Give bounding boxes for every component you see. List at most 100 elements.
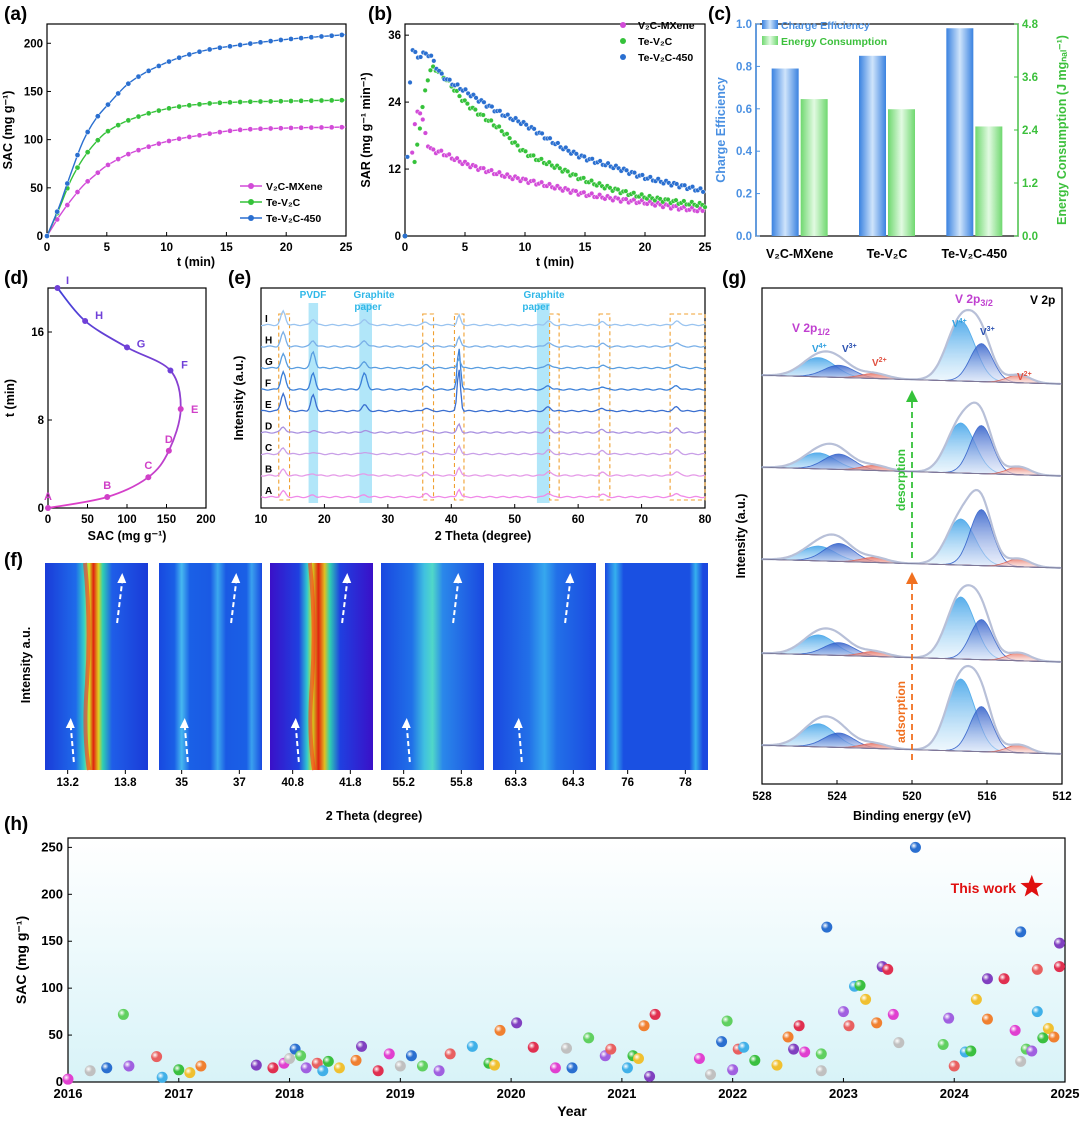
y-axis-label-d: t (min) [3, 379, 17, 417]
data-point-a-2 [44, 233, 50, 239]
data-point-h [295, 1050, 307, 1062]
data-point-h [1009, 1024, 1021, 1036]
x-axis-label-b: t (min) [536, 255, 574, 269]
data-point-a-0 [166, 138, 172, 144]
data-point-b-1 [673, 197, 679, 203]
data-point-b-2 [647, 174, 653, 180]
legend-entry-tev2c450: Te-V₂C-450 [266, 213, 321, 225]
y-tick-label-h: 200 [41, 886, 63, 901]
data-point-b-2 [447, 77, 453, 83]
data-point-b-1 [425, 77, 431, 83]
annotation-graphite-2: Graphite paper [522, 290, 565, 313]
data-point-a-2 [237, 42, 244, 48]
data-point-a-0 [84, 178, 91, 185]
data-point-b-2 [573, 151, 579, 157]
data-point-b-2 [700, 189, 706, 195]
data-point-h [937, 1038, 949, 1050]
data-point-a-2 [216, 44, 223, 51]
x-tick-label-d: 150 [157, 514, 176, 526]
y-tick-label-a: 50 [30, 183, 43, 195]
curve-label-e: E [265, 400, 272, 411]
data-point-h [62, 1073, 74, 1085]
data-point-h [909, 841, 921, 853]
y-tick-label-d: 8 [38, 415, 45, 427]
x-axis-label-d: SAC (mg g⁻¹) [88, 529, 167, 543]
data-point-h [893, 1037, 905, 1049]
data-point-h [887, 1008, 899, 1020]
data-point-h [1053, 937, 1065, 949]
data-point-b-1 [573, 172, 579, 178]
x-tick-label-g: 516 [977, 791, 996, 803]
data-point-a-0 [257, 125, 264, 132]
data-point-a-2 [247, 40, 254, 47]
this-work-label: This work [951, 880, 1017, 896]
x-axis-label-g: Binding energy (eV) [853, 809, 971, 823]
data-point-a-2 [105, 101, 111, 108]
point-label-d: I [66, 275, 69, 287]
y-tick-label-d: 16 [31, 327, 44, 339]
y-tick-label-c: 0.8 [736, 61, 753, 73]
data-point-b-1 [472, 107, 478, 113]
f-arrow [294, 725, 300, 763]
data-point-b-1 [417, 126, 423, 132]
x-tick-label-e: 80 [699, 514, 712, 526]
y-tick-label-d: 0 [38, 503, 44, 515]
data-point-h [815, 1065, 827, 1077]
data-point-b-2 [481, 99, 487, 105]
data-point-a-2 [196, 48, 203, 55]
data-point-b-0 [573, 188, 579, 194]
diffraction-curve-F [260, 348, 706, 391]
diffraction-curve-G [260, 350, 706, 370]
data-point-b-2 [690, 184, 696, 190]
data-point-h [749, 1054, 761, 1066]
x-tick-label-g: 524 [827, 791, 847, 803]
point-label-d: A [44, 491, 52, 503]
x-tick-label-a: 5 [104, 242, 111, 254]
f-arrow [230, 580, 238, 624]
diffraction-curve-B [260, 466, 706, 477]
data-point-h [1048, 1031, 1060, 1043]
data-point-a-0 [176, 135, 183, 142]
data-point-h [644, 1070, 656, 1082]
chart-g: Binding energy (eV) Intensity (a.u.) 528… [734, 287, 1072, 823]
f-tick-label: 63.3 [504, 777, 526, 789]
x-tick-label-e: 10 [255, 514, 268, 526]
data-point-h [621, 1062, 633, 1074]
f-tick-label: 76 [621, 777, 634, 789]
data-point-h [356, 1040, 368, 1052]
data-point-h [333, 1062, 345, 1074]
data-point-h [860, 993, 872, 1005]
data-point-b-2 [539, 130, 545, 136]
data-point-h [882, 963, 894, 975]
data-point-h [433, 1065, 445, 1077]
point-label-d: D [165, 434, 173, 446]
panel-label-e: (e) [228, 268, 251, 289]
data-point-a-0 [206, 130, 213, 137]
f-arrow [517, 725, 523, 763]
data-point-h [511, 1017, 523, 1029]
y-tick-label-c: 0.0 [736, 231, 752, 243]
f-tick-label: 78 [679, 777, 692, 789]
data-point-b-1 [462, 97, 468, 103]
f-arrowhead [513, 718, 523, 728]
y-tick-label-c: 0.6 [736, 104, 752, 116]
label-adsorption: adsorption [894, 681, 908, 743]
data-point-b-2 [581, 153, 587, 159]
data-point-a-2 [277, 37, 284, 43]
data-point-b-2 [404, 154, 410, 160]
data-point-a-1 [84, 149, 91, 155]
data-point-a-2 [176, 54, 183, 61]
point-label-d: B [103, 480, 111, 492]
data-point-a-2 [288, 36, 294, 42]
data-point-a-2 [54, 208, 61, 215]
data-point-a-1 [227, 99, 233, 106]
data-point-a-1 [176, 103, 183, 110]
data-point-b-2 [407, 79, 413, 85]
data-point-b-1 [588, 178, 594, 184]
data-point-h [793, 1020, 805, 1032]
curve-label-e: C [265, 443, 272, 454]
x-tick-label-e: 60 [572, 514, 585, 526]
x-tick-label-b: 10 [519, 242, 532, 254]
chart-h: Year SAC (mg g⁻¹) 2016 2017 2018 2019 2020 20… [13, 837, 1079, 1119]
